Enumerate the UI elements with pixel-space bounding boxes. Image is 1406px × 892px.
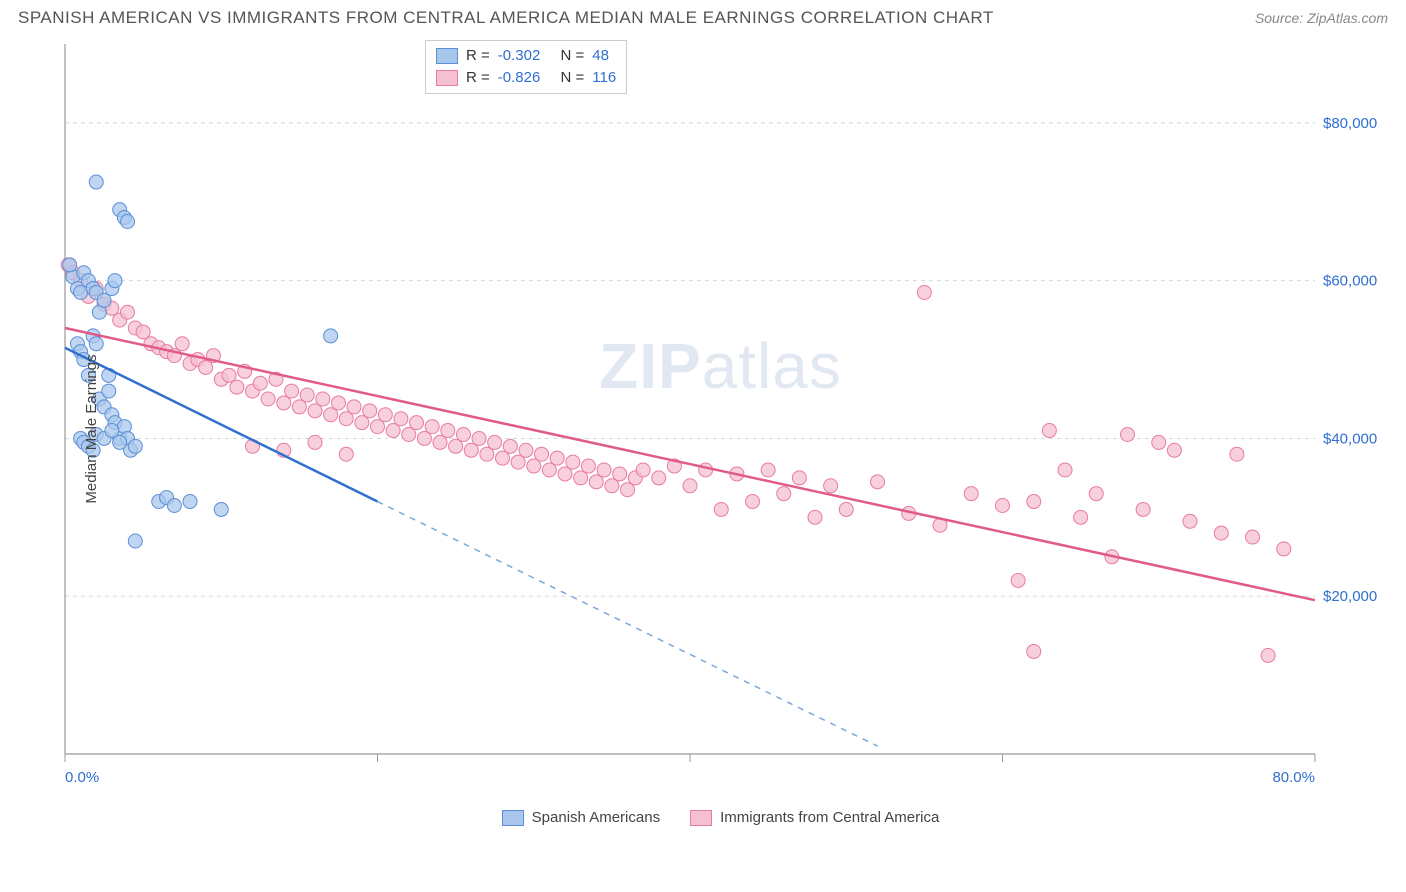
swatch-blue (502, 810, 524, 826)
n-value: 116 (592, 67, 616, 89)
legend-item-spanish: Spanish Americans (502, 809, 660, 826)
swatch-blue (436, 48, 458, 64)
y-axis-label: Median Male Earnings (83, 354, 100, 503)
n-label: N = (560, 67, 584, 89)
svg-text:$60,000: $60,000 (1323, 273, 1377, 290)
scatter-plot: $20,000 $40,000 $60,000 $80,000 0.0% 80.0% (55, 34, 1385, 794)
swatch-pink (436, 70, 458, 86)
svg-text:$20,000: $20,000 (1323, 588, 1377, 605)
chart-title: SPANISH AMERICAN VS IMMIGRANTS FROM CENT… (18, 8, 994, 28)
n-value: 48 (592, 45, 609, 67)
series-legend: Spanish Americans Immigrants from Centra… (55, 809, 1386, 826)
chart-container: Median Male Earnings $20,000 $40,000 $60,0… (55, 34, 1386, 824)
legend-row-blue: R = -0.302 N = 48 (436, 45, 616, 67)
source-attribution: Source: ZipAtlas.com (1255, 10, 1388, 26)
r-label: R = (466, 45, 490, 67)
svg-text:80.0%: 80.0% (1272, 769, 1315, 786)
r-value: -0.302 (498, 45, 541, 67)
svg-text:$40,000: $40,000 (1323, 430, 1377, 447)
n-label: N = (560, 45, 584, 67)
legend-label: Spanish Americans (532, 809, 660, 826)
correlation-legend: R = -0.302 N = 48 R = -0.826 N = 116 (425, 40, 627, 94)
r-value: -0.826 (498, 67, 541, 89)
legend-label: Immigrants from Central America (720, 809, 939, 826)
svg-text:0.0%: 0.0% (65, 769, 99, 786)
swatch-pink (690, 810, 712, 826)
legend-item-immigrants: Immigrants from Central America (690, 809, 939, 826)
r-label: R = (466, 67, 490, 89)
legend-row-pink: R = -0.826 N = 116 (436, 67, 616, 89)
svg-text:$80,000: $80,000 (1323, 115, 1377, 132)
